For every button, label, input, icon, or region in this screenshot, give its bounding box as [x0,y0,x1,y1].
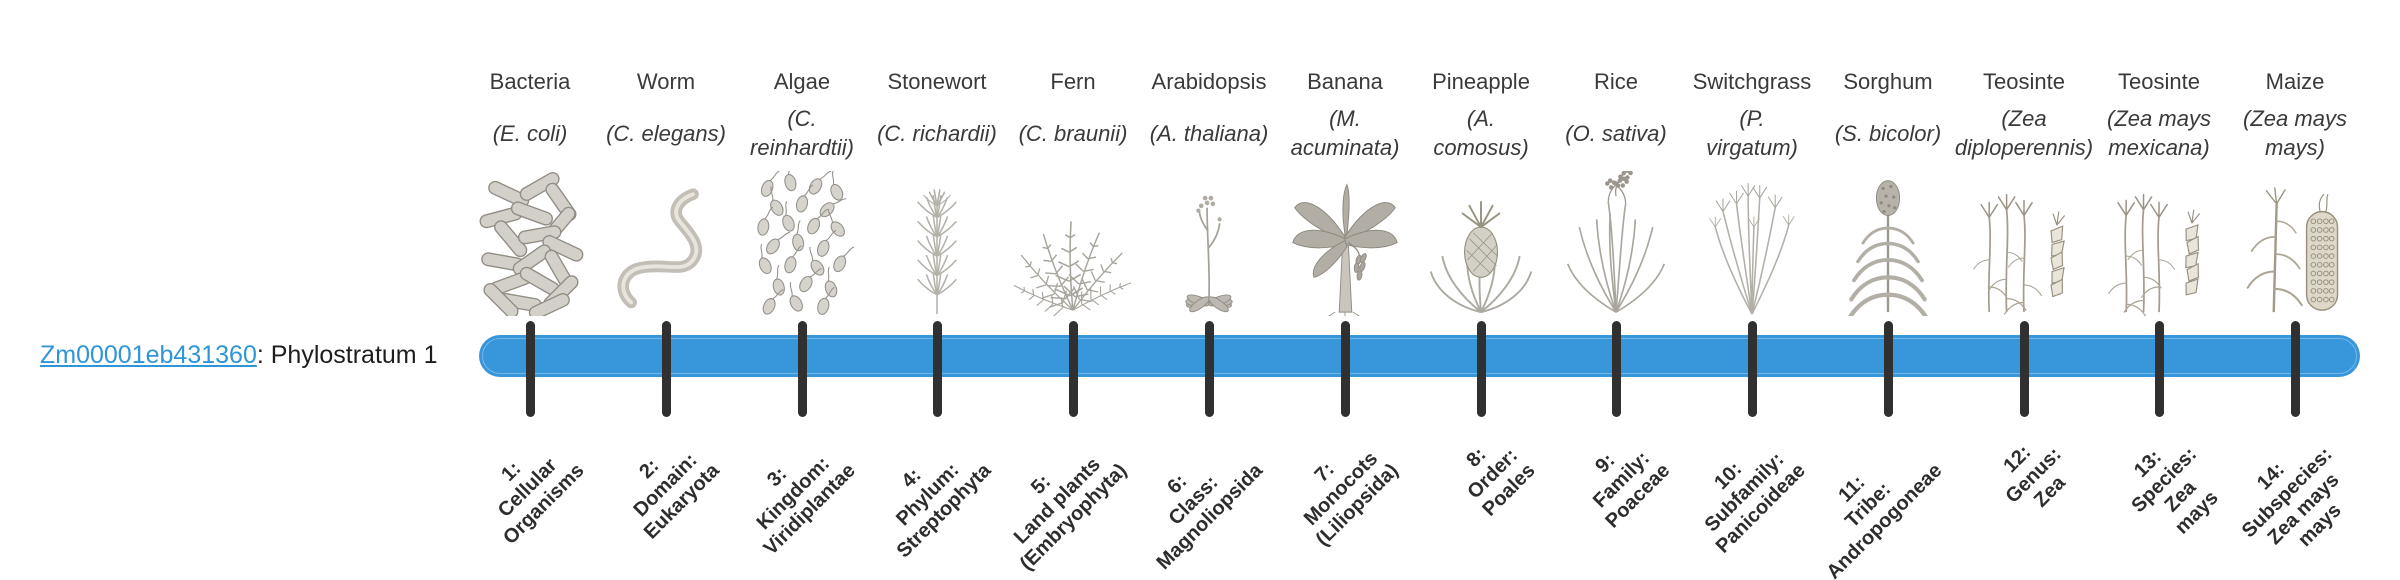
column-switchgrass: Switchgrass (P. virgatum) 10: Subfamily [1682,0,1822,580]
scientific-name: (A. thaliana) [1149,120,1269,146]
timeline-tick [1068,321,1078,417]
stratum-label: 12: Genus: Zea [1999,441,2070,512]
timeline-tick [525,321,535,417]
scientific-name: (M. acuminata) [1290,106,1400,160]
common-name: Bacteria [489,69,571,94]
algae-icon [732,166,872,316]
gene-label: Zm00001eb431360: Phylostratum 1 [40,341,438,370]
worm-icon [596,166,736,316]
stratum-label: 8: Order: Poales [1461,443,1540,521]
common-name: Algae [773,69,831,94]
pineapple-icon [1411,166,1551,316]
scientific-name: (S. bicolor) [1834,120,1942,146]
timeline-tick [2019,321,2029,417]
timeline-tick [797,321,807,417]
stratum-label: 9: Family: Poaceae [1588,447,1675,533]
column-teosinte-mexicana: Teosinte (Zea mays mexicana) [2089,0,2229,580]
common-name: Teosinte [2118,69,2200,94]
scientific-name: (C. richardii) [877,120,997,146]
common-name: Arabidopsis [1151,69,1267,94]
stratum-label: 4: Phylum: Streptophyta [891,458,996,563]
column-algae: Algae (C. reinhardtii) [732,0,872,580]
column-arabidopsis: Arabidopsis (A. thaliana) [1139,0,1279,580]
timeline-tick [2154,321,2164,417]
common-name: Maize [2265,69,2325,94]
timeline-tick [1476,321,1486,417]
timeline-tick [1883,321,1893,417]
timeline-bar [479,335,2360,377]
timeline-tick [1611,321,1621,417]
scientific-name: (E. coli) [492,120,568,146]
column-worm: Worm (C. elegans) 2: Domain: Eukaryota [596,0,736,580]
scientific-name: (C. elegans) [606,120,726,146]
common-name: Rice [1593,69,1638,94]
scientific-name: (C. reinhardtii) [750,106,854,160]
phylostratum-text: : Phylostratum 1 [256,341,438,369]
scientific-name: (Zea diploperennis) [1954,106,2094,160]
stratum-label: 14: Subspecies: Zea mays mays [2237,443,2346,552]
timeline-tick [1340,321,1350,417]
timeline-tick [1747,321,1757,417]
teosinte-mexicana-icon [2089,166,2229,316]
common-name: Stonewort [887,69,987,94]
stratum-label: 13: Species: Zea mays [2127,443,2223,539]
scientific-name: (P. virgatum) [1706,106,1798,160]
banana-icon [1275,166,1415,316]
column-banana: Banana (M. acuminata) [1275,0,1415,580]
column-maize: Maize (Zea mays mays) [2225,0,2365,580]
common-name: Pineapple [1432,69,1530,94]
scientific-name: (A. comosus) [1433,106,1529,160]
scientific-name: (O. sativa) [1565,120,1667,146]
stratum-label: 1: Cellular Organisms [493,454,589,549]
column-pineapple: Pineapple (A. comosus) 8: Order: P [1411,0,1551,580]
stratum-label: 7: Monocots (Liliopsida) [1300,447,1404,551]
common-name: Banana [1307,69,1383,94]
column-rice: Rice (O. sativa) 9: Family: Poaceae [1546,0,1686,580]
stratum-label: 2: Domain: Eukaryota [629,449,725,544]
column-bacteria: Bacteria (E. coli) 1: Cellular Organisms [460,0,600,580]
column-stonewort: Stonewort (C. richardii) 4: Phylum: Stre… [867,0,1007,580]
teosinte-diploperennis-icon [1954,166,2094,316]
common-name: Switchgrass [1692,69,1812,94]
timeline-tick [2290,321,2300,417]
timeline-tick [1204,321,1214,417]
scientific-name: (Zea mays mexicana) [2107,106,2211,160]
stratum-label: 5: Land plants (Embryophyta) [1009,453,1132,575]
column-fern: Fern (C. braunii) 5: Land plants (Embryo… [1003,0,1143,580]
column-sorghum: Sorghum (S. bicolor) [1818,0,1958,580]
sorghum-icon [1818,166,1958,316]
scientific-name: (C. braunii) [1018,120,1128,146]
stratum-label: 6: Class: Magnoliopsida [1152,459,1268,575]
stonewort-icon [867,166,1007,316]
fern-icon [1003,166,1143,316]
common-name: Teosinte [1983,69,2065,94]
stratum-label: 10: Subfamily: Panicoideae [1700,448,1811,558]
common-name: Fern [1050,69,1096,94]
column-teosinte-diploperennis: Teosinte (Zea diploperennis) [1954,0,2094,580]
common-name: Sorghum [1843,69,1933,94]
maize-icon [2225,166,2365,316]
gene-id-link[interactable]: Zm00001eb431360 [40,341,257,369]
timeline-tick [661,321,671,417]
stratum-label: 3: Kingdom: Viridiplantae [752,452,861,560]
switchgrass-icon [1682,166,1822,316]
scientific-name: (Zea mays mays) [2243,106,2347,160]
rice-icon [1546,166,1686,316]
arabidopsis-icon [1139,166,1279,316]
bacteria-icon [460,166,600,316]
timeline-tick [932,321,942,417]
common-name: Worm [636,69,696,94]
